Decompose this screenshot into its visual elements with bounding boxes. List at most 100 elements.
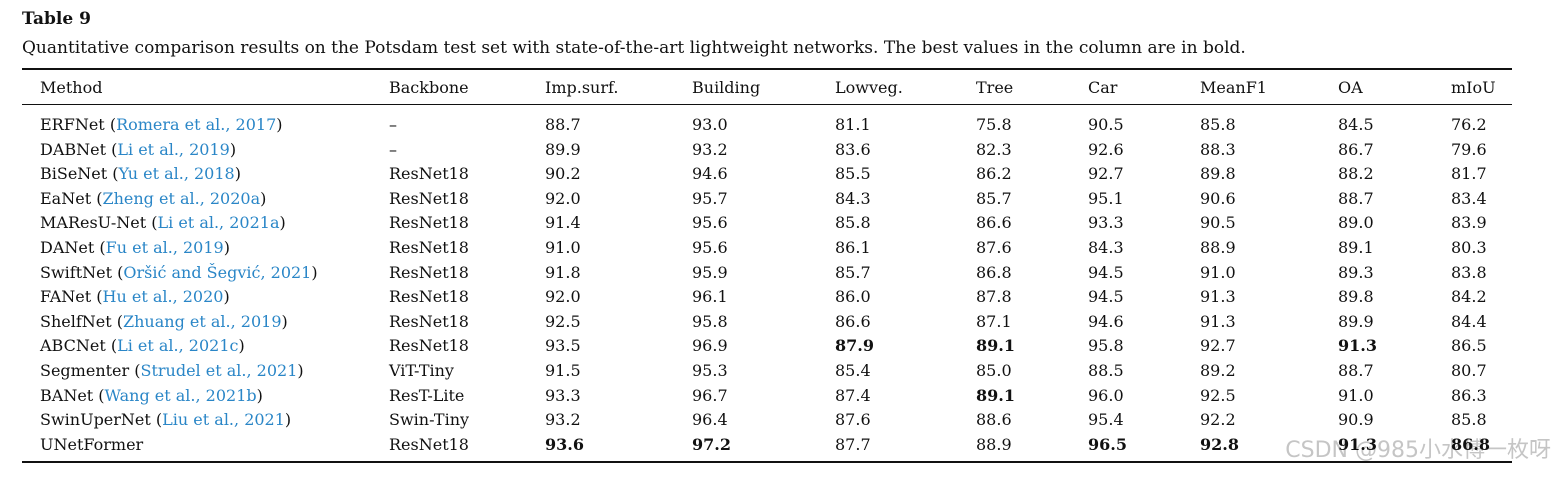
cell: 96.5 [1088, 434, 1127, 454]
method-text: ShelfNet ( [40, 311, 123, 331]
cell: 86.2 [976, 164, 1012, 184]
watermark: CSDN @985小水博一枚呀 [1285, 438, 1551, 463]
cell: Swin-Tiny [389, 410, 470, 430]
cell: 88.6 [976, 410, 1012, 430]
header-cell: Car [1088, 78, 1118, 97]
cell: 96.9 [692, 336, 728, 356]
cell: 90.2 [545, 164, 581, 184]
cell: 86.1 [835, 238, 871, 257]
cell: ResNet18 [389, 434, 469, 454]
cell: 95.6 [692, 238, 728, 257]
cell: 91.0 [545, 238, 581, 257]
cell: 79.6 [1451, 139, 1487, 159]
method-cell: ShelfNet (Zhuang et al., 2019) [40, 312, 288, 332]
cell: 96.7 [692, 385, 728, 405]
cell: 85.7 [835, 262, 871, 282]
cell: ResNet18 [389, 262, 469, 282]
cell: 91.5 [545, 361, 581, 380]
cell: 85.0 [976, 361, 1012, 380]
cell: – [389, 115, 397, 134]
cell: 88.7 [545, 115, 581, 134]
cell: 80.3 [1451, 238, 1487, 257]
cell: ResNet18 [389, 336, 469, 356]
cell: 86.6 [976, 213, 1012, 233]
cell: 87.6 [976, 238, 1012, 257]
method-cell: EaNet (Zheng et al., 2020a) [40, 189, 266, 209]
method-text: ) [223, 238, 230, 257]
method-text: ) [281, 311, 288, 331]
cell: 86.7 [1338, 139, 1374, 159]
method-text: ) [276, 115, 283, 134]
method-text: ) [223, 287, 230, 307]
method-text: ) [284, 410, 292, 430]
cell: 87.7 [835, 434, 871, 454]
method-text: ABCNet ( [40, 336, 118, 356]
method-text: ) [256, 385, 263, 405]
method-text: FANet ( [40, 287, 103, 307]
method-text: DANet ( [40, 238, 106, 257]
method-text: SwinUperNet ( [40, 410, 163, 430]
cell: 81.1 [835, 115, 871, 134]
header-cell: OA [1338, 78, 1363, 97]
cell: 92.6 [1088, 139, 1124, 159]
cell: 89.8 [1200, 164, 1236, 184]
cell: 85.7 [976, 188, 1012, 208]
cell: 94.5 [1088, 287, 1124, 307]
cell: 87.4 [835, 385, 871, 405]
cell: 81.7 [1451, 164, 1487, 184]
citation: Romera et al., 2017 [116, 115, 277, 134]
cell: 92.8 [1200, 434, 1239, 454]
method-text: BANet ( [40, 385, 105, 405]
cell: 94.6 [1088, 311, 1124, 331]
method-cell: MAResU-Net (Li et al., 2021a) [40, 213, 286, 233]
cell: 96.1 [692, 287, 728, 307]
cell: 83.6 [835, 139, 871, 159]
cell: 93.5 [545, 336, 581, 356]
cell: 84.3 [1088, 238, 1124, 257]
table-title: Table 9 [22, 9, 91, 29]
header-cell: Building [692, 78, 761, 97]
method-cell: BiSeNet (Yu et al., 2018) [40, 164, 241, 184]
header-cell: MeanF1 [1200, 78, 1267, 97]
cell: 86.6 [835, 311, 871, 331]
cell: 95.1 [1088, 188, 1124, 208]
cell: 95.6 [692, 213, 728, 233]
cell: 84.4 [1451, 311, 1487, 331]
cell: 88.7 [1338, 188, 1374, 208]
cell: 76.2 [1451, 115, 1487, 134]
cell: 85.5 [835, 164, 871, 184]
method-cell: BANet (Wang et al., 2021b) [40, 386, 263, 406]
method-cell: ERFNet (Romera et al., 2017) [40, 115, 283, 135]
cell: 86.5 [1451, 336, 1487, 356]
cell: 93.6 [545, 434, 584, 454]
cell: 91.0 [1338, 385, 1374, 405]
method-text: ) [297, 361, 304, 380]
cell: 92.5 [1200, 385, 1236, 405]
cell: 85.4 [835, 361, 871, 380]
cell: 88.9 [976, 434, 1012, 454]
cell: 90.6 [1200, 188, 1236, 208]
top-rule [22, 68, 1512, 70]
cell: 90.5 [1200, 213, 1236, 233]
method-text: ) [234, 164, 241, 184]
cell: 80.7 [1451, 361, 1487, 380]
method-text: ) [311, 262, 318, 282]
cell: 94.6 [692, 164, 728, 184]
method-text: MAResU-Net ( [40, 213, 158, 233]
cell: 88.5 [1088, 361, 1124, 380]
cell: 94.5 [1088, 262, 1124, 282]
cell: 93.2 [545, 410, 581, 430]
cell: 96.4 [692, 410, 728, 430]
method-text: ) [279, 213, 286, 233]
cell: 95.8 [692, 311, 728, 331]
citation: Li et al., 2019 [117, 139, 230, 159]
citation: Hu et al., 2020 [102, 287, 224, 307]
cell: ResNet18 [389, 213, 469, 233]
citation: Liu et al., 2021 [162, 410, 285, 430]
cell: 85.8 [835, 213, 871, 233]
cell: 86.8 [1451, 434, 1490, 454]
cell: 82.3 [976, 139, 1012, 159]
cell: 84.3 [835, 188, 871, 208]
cell: 92.0 [545, 287, 581, 307]
bottom-rule [22, 461, 1512, 463]
